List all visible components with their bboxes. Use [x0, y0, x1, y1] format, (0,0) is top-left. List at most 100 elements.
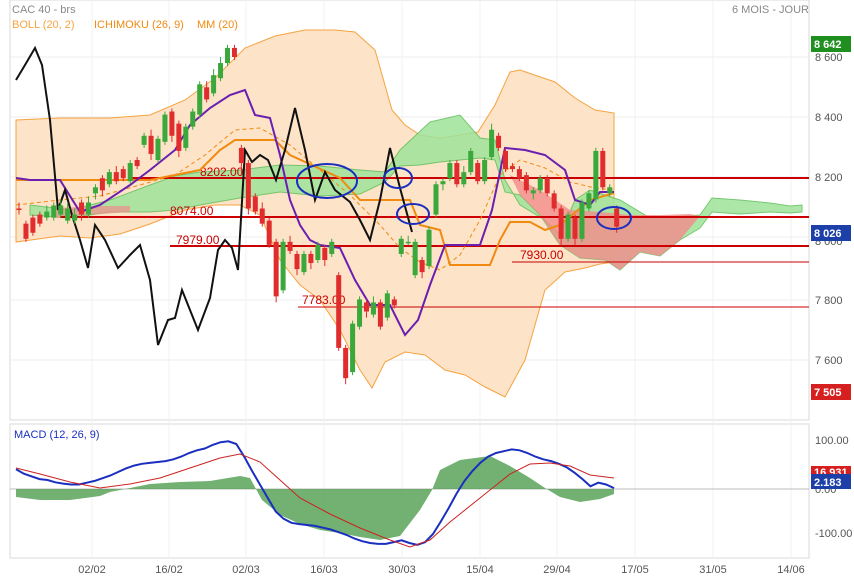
x-tick: 31/05 [699, 564, 727, 576]
candle-down [134, 160, 140, 167]
highlight-circle-3 [396, 203, 430, 225]
x-tick: 14/06 [777, 564, 805, 576]
candle-down [551, 193, 557, 209]
level-label-8202: 8202.00 [200, 165, 244, 179]
price-tick: 8 200 [815, 172, 843, 184]
candle-up [537, 178, 543, 191]
price-panel-frame [9, 0, 810, 421]
candle-up [301, 253, 307, 273]
price-tick: 7 600 [815, 355, 843, 367]
candle-down [252, 196, 258, 212]
candle-down [558, 208, 564, 239]
candle-down [259, 208, 265, 224]
level-label-7979: 7979.00 [176, 233, 220, 247]
candle-up [350, 323, 356, 373]
candle-up [127, 163, 133, 182]
candle-up [482, 160, 488, 182]
candle-up [162, 114, 168, 142]
highlight-circle-1 [296, 163, 358, 199]
candle-down [614, 208, 620, 227]
legend-mm: MM (20) [197, 19, 238, 31]
instrument-title: CAC 40 - brs [12, 4, 76, 16]
price-tick: 8 600 [815, 52, 843, 64]
highlight-circle-2 [383, 167, 413, 189]
candle-up [405, 241, 411, 244]
candle-up [433, 184, 439, 215]
candle-down [336, 275, 342, 348]
macd-tick: 100.00 [815, 435, 849, 447]
candle-up [586, 193, 592, 209]
candle-up [579, 202, 585, 239]
candle-up [280, 241, 286, 291]
x-tick: 17/05 [621, 564, 649, 576]
x-tick: 16/02 [155, 564, 183, 576]
price-tick: 8 400 [815, 112, 843, 124]
candle-down [37, 214, 43, 224]
candle-down [572, 217, 578, 239]
level-label-7930: 7930.00 [520, 248, 564, 262]
x-tick: 02/02 [78, 564, 106, 576]
price-badges: 8 642 8 026 7 505 [811, 36, 851, 400]
candle-up [218, 63, 224, 79]
candle-down [238, 147, 244, 164]
badge-macd-label: 2.183 [814, 477, 842, 489]
candle-up [92, 187, 98, 194]
badge-high [811, 36, 851, 52]
candle-up [141, 135, 147, 145]
candle-down [273, 241, 279, 297]
candle-up [426, 229, 432, 267]
candle-down [496, 135, 502, 148]
candle-down [544, 178, 550, 194]
badge-low [811, 384, 851, 400]
candle-down [231, 47, 237, 57]
badge-last [811, 225, 851, 241]
candle-up [530, 190, 536, 194]
support-resistance-levels: 8202.00 8074.00 7979.00 7930.00 7783.00 [60, 165, 809, 308]
macd-histogram [16, 456, 614, 540]
candle-up [398, 238, 404, 254]
price-axis: 8 600 8 400 8 200 8 000 7 800 7 600 [815, 52, 843, 367]
x-tick: 30/03 [388, 564, 416, 576]
highlight-circles [296, 163, 632, 230]
candle-down [99, 178, 105, 191]
candle-up [58, 205, 64, 215]
candle-up [593, 150, 599, 200]
candle-down [148, 135, 154, 154]
candle-down [113, 172, 119, 182]
badge-high-label: 8 642 [814, 39, 842, 51]
candle-up [565, 214, 571, 239]
candle-down [308, 253, 314, 264]
x-tick: 02/03 [232, 564, 260, 576]
candle-down [287, 241, 293, 251]
x-axis: 02/02 16/02 02/03 16/03 30/03 15/04 29/0… [78, 564, 805, 576]
price-tick: 7 800 [815, 295, 843, 307]
candle-up [447, 163, 453, 179]
candle-up [72, 214, 78, 221]
x-tick: 16/03 [310, 564, 338, 576]
level-label-7783: 7783.00 [302, 293, 346, 307]
candle-up [44, 211, 50, 218]
candle-down [266, 220, 272, 245]
badge-low-label: 7 505 [814, 387, 842, 399]
candle-up [607, 187, 613, 194]
candle-down [322, 247, 328, 261]
macd-badges: 16.931 2.183 [811, 466, 851, 489]
candle-up [315, 244, 321, 261]
legend-ichimoku: ICHIMOKU (26, 9) [94, 19, 184, 31]
candle-down [204, 87, 210, 100]
candle-up [155, 138, 161, 161]
level-label-8074: 8074.00 [170, 204, 214, 218]
candle-up [461, 172, 467, 185]
candle-up [106, 172, 112, 185]
candle-down [475, 163, 481, 182]
candle-up [183, 126, 189, 148]
highlight-circle-4 [596, 206, 632, 230]
candle-down [16, 208, 22, 211]
legend-macd: MACD (12, 26, 9) [14, 429, 100, 441]
candle-down [391, 299, 397, 306]
candle-down [523, 175, 529, 191]
candle-down [245, 163, 251, 209]
candle-down [516, 169, 522, 179]
candle-up [190, 111, 196, 127]
